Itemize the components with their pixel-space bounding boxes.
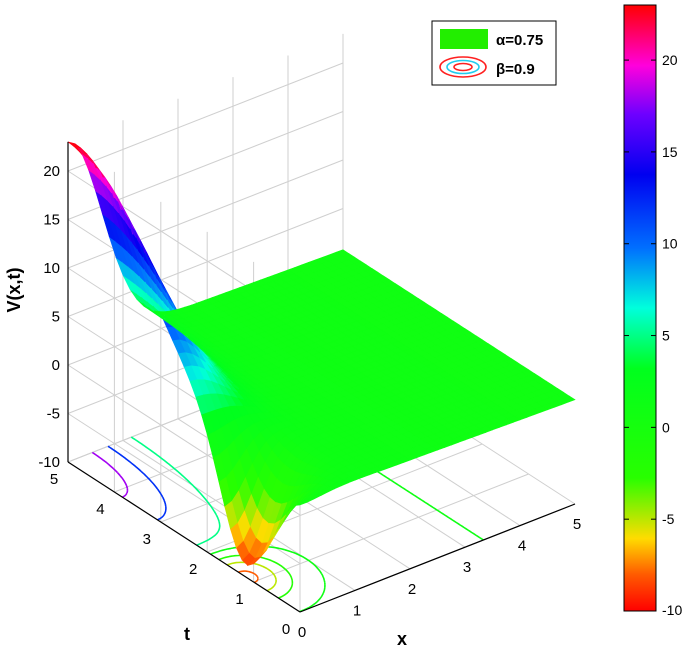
t-tick-label: 2 (189, 561, 197, 578)
contour-line (226, 561, 277, 592)
surface-patch (67, 141, 81, 149)
t-tick-label: 0 (282, 621, 290, 638)
x-tick-label: 1 (353, 602, 361, 619)
colorbar-tick-label: 0 (662, 419, 670, 435)
x-tick-label: 0 (298, 624, 306, 641)
grid-line (67, 62, 344, 172)
x-tick-label: 5 (573, 516, 581, 533)
surface (67, 141, 576, 566)
colorbar-tick-label: 20 (662, 52, 678, 68)
grid-line (253, 473, 529, 583)
colorbar-bar (623, 4, 657, 612)
grid-line (67, 208, 344, 317)
z-tick-label: 0 (52, 357, 60, 374)
contour-line (91, 451, 129, 498)
z-tick-label: 15 (43, 212, 60, 229)
z-axis-label: V(x,t) (4, 267, 24, 312)
legend-label-beta: β=0.9 (496, 61, 535, 78)
colorbar-tick-label: 10 (662, 236, 678, 252)
t-axis-line (67, 461, 301, 613)
contour-line (107, 445, 167, 521)
t-tick-label: 4 (96, 501, 104, 518)
z-tick-label: -10 (38, 454, 60, 471)
t-tick-label: 1 (235, 591, 243, 608)
x-axis-line (299, 503, 576, 613)
x-tick-label: 2 (408, 581, 416, 598)
colorbar-tick-label: -5 (662, 511, 675, 527)
z-tick-label: 20 (43, 163, 60, 180)
t-tick-label: 5 (50, 471, 58, 488)
legend: α=0.75 β=0.9 (431, 20, 557, 86)
z-tick-labels: -10 -5 0 5 10 15 20 (38, 163, 60, 471)
t-tick-label: 3 (143, 531, 151, 548)
colorbar-tick-labels: -10 -5 0 5 10 15 20 (624, 52, 682, 618)
t-tick-labels: 0 1 2 3 4 5 (50, 471, 290, 638)
colorbar-tick-label: 15 (662, 144, 678, 160)
x-tick-labels: 0 1 2 3 4 5 (298, 516, 581, 641)
t-axis-label: t (184, 624, 190, 644)
colorbar: -10 -5 0 5 10 15 20 (623, 4, 682, 618)
x-tick-label: 4 (518, 538, 526, 555)
legend-swatch-contour (439, 56, 487, 78)
z-tick-label: -5 (47, 406, 60, 423)
contour-line (238, 570, 259, 584)
legend-swatch-surface (440, 29, 488, 49)
colorbar-tick-label: 5 (662, 328, 670, 344)
colorbar-tick-label: -10 (662, 602, 682, 618)
x-axis-label: x (397, 629, 407, 649)
z-tick-label: 5 (52, 309, 60, 326)
axis-box (67, 141, 576, 613)
contour-line (130, 436, 221, 546)
x-tick-label: 3 (463, 559, 471, 576)
z-tick-label: 10 (43, 260, 60, 277)
legend-label-alpha: α=0.75 (496, 32, 543, 49)
